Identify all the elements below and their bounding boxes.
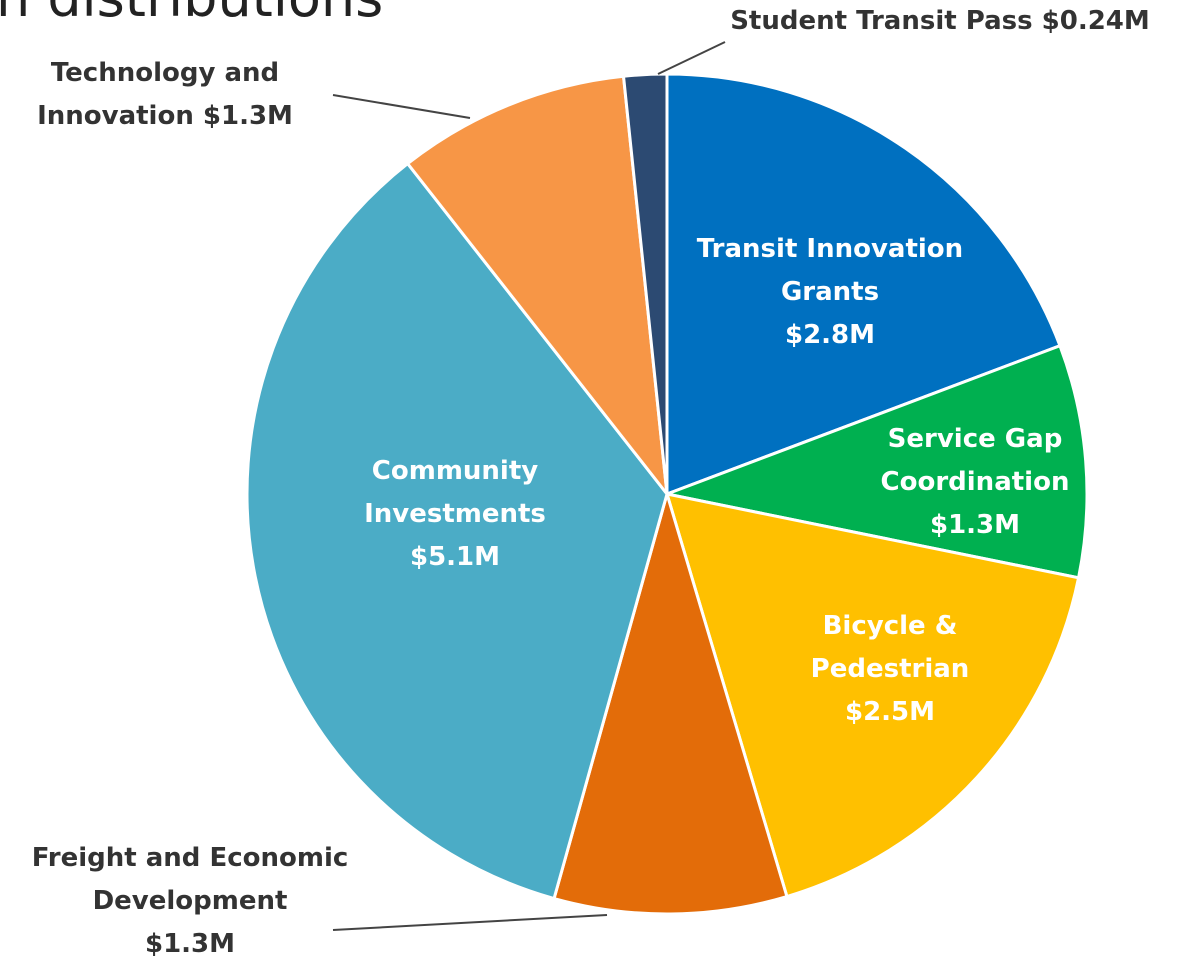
pie-slice [665,72,1062,497]
value-label: $2.5M [844,697,936,727]
chart-title: n distributions [0,0,383,29]
category-label: Community Investments [364,456,546,529]
pie-slice [245,161,669,901]
slice-label: Service Gap Coordination $1.3M [850,418,1100,547]
category-label: Transit Innovation Grants [696,234,964,307]
slice-label: Transit Innovation Grants $2.8M [670,228,990,357]
value-label: $1.3M [144,929,236,959]
pie-slice [552,488,789,916]
category-label: Service Gap Coordination [880,424,1070,497]
slice-label: Freight and Economic Development $1.3M [0,837,380,966]
value-label: $2.8M [784,320,876,350]
slice-label: Community Investments $5.1M [335,450,575,579]
category-label: Student Transit Pass [730,6,1033,36]
leader-line [657,41,726,75]
pie-slice [661,343,1089,580]
pie-slice [664,492,1081,899]
pie-slice [405,74,670,500]
value-label: $1.3M [202,101,293,131]
leader-line [332,914,608,931]
slice-label: Bicycle & Pedestrian $2.5M [750,605,1030,734]
category-label: Technology and Innovation [37,58,280,131]
leader-line [332,94,471,119]
value-label: $0.24M [1041,6,1150,36]
slice-label: Student Transit Pass $0.24M [700,0,1180,43]
value-label: $5.1M [409,542,501,572]
value-label: $1.3M [929,510,1021,540]
pie-slice [621,72,669,495]
slice-label: Technology and Innovation $1.3M [0,52,330,138]
category-label: Bicycle & Pedestrian [810,611,970,684]
category-label: Freight and Economic Development [31,843,349,916]
